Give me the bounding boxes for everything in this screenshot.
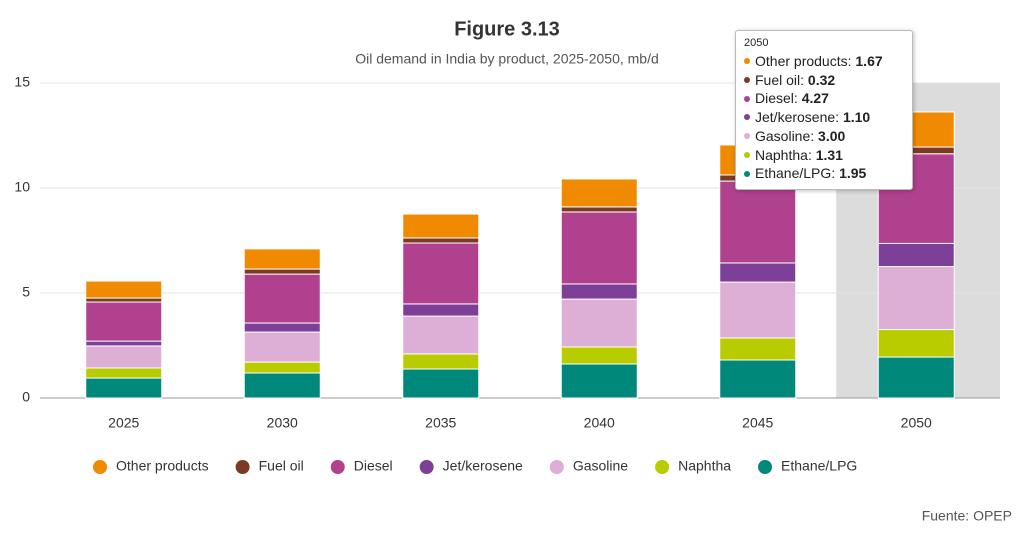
tooltip-swatch	[744, 151, 750, 158]
tooltip-value: 1.10	[842, 109, 871, 126]
bar-segment	[402, 315, 480, 355]
bar-segment	[560, 283, 638, 300]
y-tick-label: 15	[14, 74, 30, 90]
bar-segment	[719, 359, 797, 399]
legend-swatch	[93, 460, 107, 474]
tooltip-row: Ethane/LPG1.95	[744, 164, 904, 183]
legend-swatch	[330, 460, 345, 474]
bar-segment	[243, 372, 321, 399]
bar-segment	[877, 329, 955, 358]
tooltip-label: Fuel oil	[755, 72, 808, 88]
tooltip-label: Ethane/LPG	[755, 165, 839, 181]
tooltip-row: Other products1.67	[744, 52, 904, 71]
bar-segment	[560, 211, 638, 285]
bar-segment	[560, 178, 638, 208]
tooltip-value: 1.67	[855, 53, 883, 69]
tooltip-title: 2050	[744, 37, 769, 49]
bar-segment	[719, 180, 797, 264]
legend-label: Fuel oil	[259, 458, 304, 474]
x-tick-label: 2025	[108, 415, 139, 431]
tooltip-swatch	[744, 58, 750, 65]
legend-label: Other products	[116, 458, 209, 474]
bar-segment	[560, 363, 638, 399]
bar-segment	[85, 367, 163, 379]
tooltip-label: Jet/kerosene	[755, 109, 843, 125]
bar-segment	[877, 356, 955, 399]
tooltip-swatch	[744, 114, 750, 121]
bar-segment	[243, 248, 321, 270]
bar-segment	[243, 268, 321, 275]
tooltip-swatch	[744, 133, 750, 140]
legend-swatch	[419, 460, 434, 474]
tooltip-row: Diesel4.27	[744, 89, 904, 108]
bar-segment	[402, 213, 480, 239]
tooltip-value: 1.31	[815, 146, 843, 163]
bar-segment	[719, 262, 797, 283]
bar-segment	[719, 281, 797, 339]
bar-segment	[243, 273, 321, 324]
legend-swatch	[758, 460, 773, 474]
bar-segment	[243, 331, 321, 363]
legend-label: Diesel	[354, 458, 393, 474]
legend-label: Ethane/LPG	[781, 458, 857, 474]
tooltip-label: Diesel	[755, 90, 802, 106]
tooltip-row: Naphtha1.31	[744, 146, 904, 165]
bar-segment	[402, 368, 480, 399]
source: Fuente: OPEP	[922, 508, 1012, 524]
x-tick-label: 2035	[425, 415, 456, 431]
bar-segment	[402, 353, 480, 370]
tooltip-value: 0.32	[807, 71, 836, 88]
bar-segment	[85, 301, 163, 342]
bar-segment	[560, 346, 638, 365]
bar-segment	[560, 206, 638, 213]
bar-segment	[402, 303, 480, 317]
tooltip-label: Gasoline	[755, 128, 818, 144]
bar-segment	[243, 361, 321, 374]
y-tick-label: 0	[22, 389, 30, 405]
bar-segment	[243, 322, 321, 333]
bar-segment	[85, 280, 163, 299]
legend-swatch	[655, 460, 670, 474]
x-tick-label: 2030	[267, 415, 298, 431]
chart-subtitle: Oil demand in India by product, 2025-205…	[355, 51, 659, 67]
chart-title: Figure 3.13	[454, 18, 560, 40]
y-tick-label: 10	[14, 179, 30, 195]
tooltip-swatch	[744, 77, 750, 83]
y-tick-label: 5	[22, 284, 30, 300]
bar-segment	[85, 340, 163, 347]
tooltip-row: Jet/kerosene1.10	[744, 108, 904, 127]
x-tick-label: 2050	[901, 415, 932, 431]
bar-segment	[85, 297, 163, 303]
bar-segment	[85, 345, 163, 369]
tooltip-swatch	[744, 95, 750, 102]
tooltip-label: Naphtha	[755, 147, 816, 163]
tooltip-row: Gasoline3.00	[744, 127, 904, 146]
legend-label: Jet/kerosene	[443, 458, 523, 474]
legend-swatch	[235, 460, 250, 474]
tooltip-value: 4.27	[801, 90, 829, 107]
tooltip-swatch	[744, 170, 750, 177]
tooltip-label: Other products	[755, 53, 855, 69]
tooltip-value: 3.00	[818, 127, 846, 144]
bar-segment	[877, 266, 955, 331]
x-tick-label: 2040	[584, 415, 615, 431]
x-tick-label: 2045	[742, 415, 773, 431]
legend-swatch	[549, 460, 564, 474]
legend-label: Gasoline	[573, 458, 628, 474]
bar-segment	[719, 337, 797, 361]
tooltip-value: 1.95	[839, 165, 867, 182]
legend-label: Naphtha	[678, 458, 731, 474]
tooltip-row: Fuel oil0.32	[744, 71, 904, 90]
bar-segment	[877, 242, 955, 268]
bar-segment	[402, 237, 480, 244]
bar-segment	[85, 377, 163, 399]
bar-segment	[402, 242, 480, 305]
bar-segment	[560, 298, 638, 348]
